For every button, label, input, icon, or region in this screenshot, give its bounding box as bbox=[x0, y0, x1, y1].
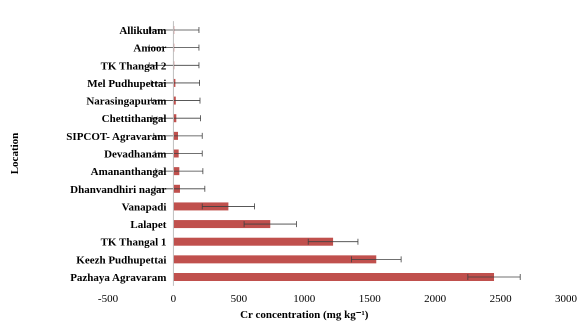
x-tick-label: -500 bbox=[98, 293, 119, 305]
bars-layer bbox=[173, 26, 495, 281]
x-tick-label: 500 bbox=[231, 293, 248, 305]
category-label: SIPCOT- Agravaram bbox=[66, 131, 166, 143]
category-label: Amananthangal bbox=[91, 166, 167, 178]
category-label: Vanapadi bbox=[122, 201, 167, 213]
category-label: Pazhaya Agravaram bbox=[70, 272, 166, 284]
bar bbox=[173, 255, 377, 264]
category-label: Dhanvandhiri nagar bbox=[70, 184, 166, 196]
x-tick-label: 2500 bbox=[490, 293, 513, 305]
x-tick-label: 1500 bbox=[359, 293, 382, 305]
error-bar bbox=[243, 221, 297, 228]
category-labels: Allikulam Amoor TK Thangal 2 Mel Pudhupetta… bbox=[66, 25, 167, 284]
category-label: TK Thangal 2 bbox=[101, 60, 167, 72]
x-tick-label: 2000 bbox=[424, 293, 447, 305]
category-label: Mel Pudhupettai bbox=[87, 78, 166, 90]
x-tick-label: 3000 bbox=[555, 293, 578, 305]
category-label: Devadhanam bbox=[104, 149, 166, 161]
error-bar bbox=[148, 62, 200, 69]
error-bar bbox=[154, 150, 203, 157]
error-bar bbox=[467, 274, 521, 280]
x-axis-title: Cr concentration (mg kg⁻¹) bbox=[240, 309, 369, 321]
category-label: Allikulam bbox=[119, 25, 166, 37]
error-bar bbox=[150, 79, 201, 86]
x-tick-label: 0 bbox=[171, 293, 177, 305]
bar bbox=[173, 273, 495, 281]
error-bar bbox=[153, 132, 203, 139]
error-bar bbox=[151, 115, 201, 122]
error-bar bbox=[148, 27, 200, 33]
error-bar bbox=[151, 97, 201, 104]
category-label: Lalapet bbox=[130, 219, 166, 231]
error-bar bbox=[148, 44, 200, 51]
error-bars-layer bbox=[148, 27, 521, 280]
bar bbox=[173, 220, 271, 229]
category-label: Chettithangal bbox=[102, 113, 167, 125]
error-bar bbox=[307, 238, 359, 245]
bar bbox=[173, 202, 229, 211]
category-label: Narasingapuram bbox=[86, 96, 166, 108]
category-label: Amoor bbox=[133, 43, 166, 55]
x-tick-label: 1000 bbox=[293, 293, 316, 305]
bar bbox=[173, 237, 334, 246]
x-tick-labels: -500 0 500 1000 1500 2000 2500 3000 bbox=[98, 293, 578, 305]
category-label: Keezh Pudhupettai bbox=[76, 254, 166, 266]
y-axis-title: Location bbox=[9, 133, 21, 175]
error-bar bbox=[155, 168, 204, 175]
error-bar bbox=[350, 256, 402, 263]
error-bar bbox=[201, 203, 255, 210]
error-bar bbox=[154, 185, 206, 192]
category-label: TK Thangal 1 bbox=[101, 237, 167, 249]
